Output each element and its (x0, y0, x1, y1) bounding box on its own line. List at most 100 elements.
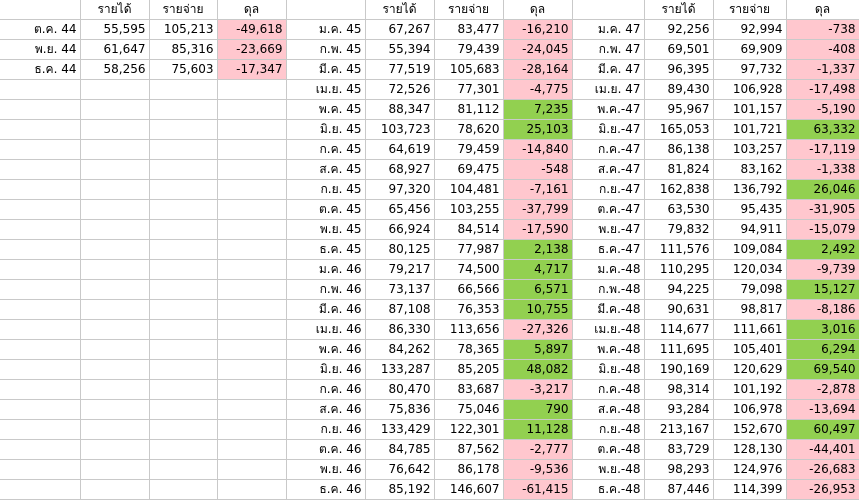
balance-cell[interactable]: 790 (503, 399, 573, 420)
expense-cell[interactable]: 85,205 (434, 359, 504, 380)
income-cell[interactable] (80, 259, 150, 280)
expense-cell[interactable] (149, 179, 218, 200)
month-label-cell[interactable]: ธ.ค. 45 (286, 239, 366, 260)
expense-cell[interactable]: 103,255 (434, 199, 504, 220)
month-label-cell[interactable]: ส.ค.-47 (572, 159, 645, 180)
expense-cell[interactable]: 114,399 (713, 479, 787, 500)
balance-cell[interactable]: -14,840 (503, 139, 573, 160)
expense-cell[interactable] (149, 379, 218, 400)
header-income-cell[interactable]: รายได้ (80, 0, 150, 20)
balance-cell[interactable]: -408 (786, 39, 859, 60)
balance-cell[interactable]: -16,210 (503, 19, 573, 40)
balance-cell[interactable] (217, 299, 287, 320)
income-cell[interactable]: 133,287 (365, 359, 435, 380)
income-cell[interactable]: 110,295 (644, 259, 714, 280)
income-cell[interactable]: 55,394 (365, 39, 435, 60)
expense-cell[interactable]: 84,514 (434, 219, 504, 240)
income-cell[interactable] (80, 119, 150, 140)
month-label-cell[interactable] (0, 319, 81, 340)
income-cell[interactable] (80, 399, 150, 420)
header-expense-cell[interactable]: รายจ่าย (149, 0, 218, 20)
month-label-cell[interactable]: ก.ค.-48 (572, 379, 645, 400)
income-cell[interactable] (80, 319, 150, 340)
header-income-cell[interactable]: รายได้ (365, 0, 435, 20)
month-label-cell[interactable] (0, 179, 81, 200)
month-label-cell[interactable]: ก.ย. 45 (286, 179, 366, 200)
expense-cell[interactable]: 120,034 (713, 259, 787, 280)
month-label-cell[interactable] (0, 419, 81, 440)
month-label-cell[interactable] (0, 399, 81, 420)
balance-cell[interactable]: -24,045 (503, 39, 573, 60)
income-cell[interactable] (80, 79, 150, 100)
expense-cell[interactable] (149, 399, 218, 420)
income-cell[interactable]: 72,526 (365, 79, 435, 100)
balance-cell[interactable]: 3,016 (786, 319, 859, 340)
expense-cell[interactable] (149, 199, 218, 220)
balance-cell[interactable]: -44,401 (786, 439, 859, 460)
month-label-cell[interactable]: มิ.ย. 46 (286, 359, 366, 380)
income-cell[interactable]: 75,836 (365, 399, 435, 420)
balance-cell[interactable]: -9,536 (503, 459, 573, 480)
expense-cell[interactable]: 69,475 (434, 159, 504, 180)
month-label-cell[interactable]: ต.ค.-47 (572, 199, 645, 220)
month-label-cell[interactable] (0, 219, 81, 240)
balance-cell[interactable]: -8,186 (786, 299, 859, 320)
expense-cell[interactable]: 111,661 (713, 319, 787, 340)
month-label-cell[interactable]: มิ.ย.-48 (572, 359, 645, 380)
income-cell[interactable]: 114,677 (644, 319, 714, 340)
month-label-cell[interactable]: ม.ค. 47 (572, 19, 645, 40)
month-label-cell[interactable]: พ.ย. 46 (286, 459, 366, 480)
income-cell[interactable]: 88,347 (365, 99, 435, 120)
expense-cell[interactable]: 79,439 (434, 39, 504, 60)
month-label-cell[interactable]: ม.ค. 46 (286, 259, 366, 280)
month-label-cell[interactable] (0, 359, 81, 380)
expense-cell[interactable]: 94,911 (713, 219, 787, 240)
expense-cell[interactable]: 92,994 (713, 19, 787, 40)
income-cell[interactable]: 87,108 (365, 299, 435, 320)
month-label-cell[interactable]: มิ.ย. 45 (286, 119, 366, 140)
balance-cell[interactable] (217, 219, 287, 240)
month-label-cell[interactable] (0, 339, 81, 360)
balance-cell[interactable]: -15,079 (786, 219, 859, 240)
expense-cell[interactable]: 76,353 (434, 299, 504, 320)
income-cell[interactable]: 67,267 (365, 19, 435, 40)
month-label-cell[interactable]: ก.พ.-48 (572, 279, 645, 300)
balance-cell[interactable]: 7,235 (503, 99, 573, 120)
income-cell[interactable]: 190,169 (644, 359, 714, 380)
month-label-cell[interactable]: ธ.ค. 44 (0, 59, 81, 80)
income-cell[interactable]: 90,631 (644, 299, 714, 320)
income-cell[interactable]: 89,430 (644, 79, 714, 100)
expense-cell[interactable]: 83,162 (713, 159, 787, 180)
month-label-cell[interactable]: พ.ค. 46 (286, 339, 366, 360)
expense-cell[interactable]: 101,157 (713, 99, 787, 120)
income-cell[interactable] (80, 379, 150, 400)
balance-cell[interactable]: 25,103 (503, 119, 573, 140)
header-label-cell[interactable] (286, 0, 366, 20)
month-label-cell[interactable]: ส.ค.-48 (572, 399, 645, 420)
month-label-cell[interactable]: ก.ย.-47 (572, 179, 645, 200)
expense-cell[interactable]: 113,656 (434, 319, 504, 340)
balance-cell[interactable] (217, 339, 287, 360)
income-cell[interactable] (80, 339, 150, 360)
balance-cell[interactable]: -13,694 (786, 399, 859, 420)
income-cell[interactable]: 93,284 (644, 399, 714, 420)
income-cell[interactable] (80, 419, 150, 440)
month-label-cell[interactable] (0, 279, 81, 300)
month-label-cell[interactable] (0, 459, 81, 480)
month-label-cell[interactable]: ก.ค. 46 (286, 379, 366, 400)
balance-cell[interactable]: 26,046 (786, 179, 859, 200)
income-cell[interactable]: 65,456 (365, 199, 435, 220)
month-label-cell[interactable]: เม.ย.-48 (572, 319, 645, 340)
expense-cell[interactable]: 79,098 (713, 279, 787, 300)
balance-cell[interactable]: -7,161 (503, 179, 573, 200)
month-label-cell[interactable]: เม.ย. 47 (572, 79, 645, 100)
balance-cell[interactable]: 2,492 (786, 239, 859, 260)
expense-cell[interactable]: 95,435 (713, 199, 787, 220)
month-label-cell[interactable]: พ.ค. 45 (286, 99, 366, 120)
expense-cell[interactable] (149, 279, 218, 300)
expense-cell[interactable]: 77,987 (434, 239, 504, 260)
balance-cell[interactable] (217, 139, 287, 160)
balance-cell[interactable]: 48,082 (503, 359, 573, 380)
income-cell[interactable]: 84,785 (365, 439, 435, 460)
month-label-cell[interactable]: ธ.ค. 46 (286, 479, 366, 500)
